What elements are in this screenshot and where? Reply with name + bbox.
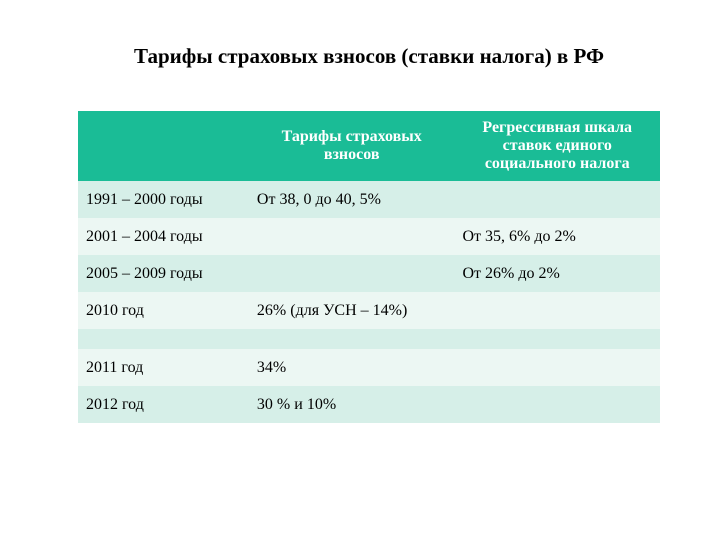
cell-period: 2005 – 2009 годы: [78, 255, 249, 292]
cell-regressive: [454, 181, 660, 218]
table-row: [78, 329, 660, 349]
cell-tariff: [249, 329, 455, 349]
table-row: 2005 – 2009 годы От 26% до 2%: [78, 255, 660, 292]
table-row: 1991 – 2000 годы От 38, 0 до 40, 5%: [78, 181, 660, 218]
table-body: 1991 – 2000 годы От 38, 0 до 40, 5% 2001…: [78, 181, 660, 423]
table-row: 2011 год 34%: [78, 349, 660, 386]
cell-tariff: От 38, 0 до 40, 5%: [249, 181, 455, 218]
cell-regressive: [454, 349, 660, 386]
cell-regressive: [454, 292, 660, 329]
cell-tariff: 26% (для УСН – 14%): [249, 292, 455, 329]
table-header-row: Тарифы страховых взносов Регрессивная шк…: [78, 111, 660, 181]
cell-period: 2012 год: [78, 386, 249, 423]
cell-period: 2010 год: [78, 292, 249, 329]
table-row: 2010 год 26% (для УСН – 14%): [78, 292, 660, 329]
cell-tariff: [249, 218, 455, 255]
cell-tariff: 30 % и 10%: [249, 386, 455, 423]
cell-regressive: От 35, 6% до 2%: [454, 218, 660, 255]
tariffs-table: Тарифы страховых взносов Регрессивная шк…: [78, 111, 660, 423]
page-title: Тарифы страховых взносов (ставки налога)…: [78, 44, 660, 69]
col-header-tariff: Тарифы страховых взносов: [249, 111, 455, 181]
cell-tariff: [249, 255, 455, 292]
cell-tariff: 34%: [249, 349, 455, 386]
table-row: 2012 год 30 % и 10%: [78, 386, 660, 423]
cell-period: 2001 – 2004 годы: [78, 218, 249, 255]
cell-regressive: От 26% до 2%: [454, 255, 660, 292]
col-header-regressive: Регрессивная шкала ставок единого социал…: [454, 111, 660, 181]
cell-period: 1991 – 2000 годы: [78, 181, 249, 218]
col-header-period: [78, 111, 249, 181]
cell-period: 2011 год: [78, 349, 249, 386]
cell-regressive: [454, 386, 660, 423]
cell-period: [78, 329, 249, 349]
table-row: 2001 – 2004 годы От 35, 6% до 2%: [78, 218, 660, 255]
cell-regressive: [454, 329, 660, 349]
